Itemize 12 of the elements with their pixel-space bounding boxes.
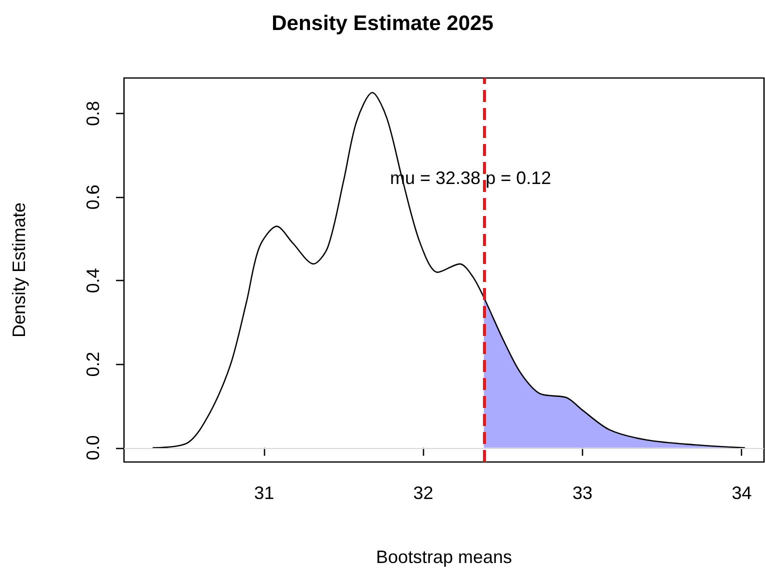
y-tick-label: 0.2: [83, 352, 103, 377]
x-tick-label: 33: [572, 483, 593, 503]
y-axis-title: Density Estimate: [9, 202, 29, 338]
x-tick-label: 32: [413, 483, 434, 503]
y-tick-label: 0.0: [83, 435, 103, 460]
y-tick-label: 0.6: [83, 184, 103, 210]
x-axis-title: Bootstrap means: [376, 547, 512, 567]
x-tick-label: 31: [254, 483, 274, 503]
chart-title: Density Estimate 2025: [272, 12, 494, 35]
x-tick-label: 34: [732, 483, 752, 503]
y-tick-label: 0.4: [83, 268, 103, 294]
y-tick-label: 0.8: [83, 101, 103, 126]
